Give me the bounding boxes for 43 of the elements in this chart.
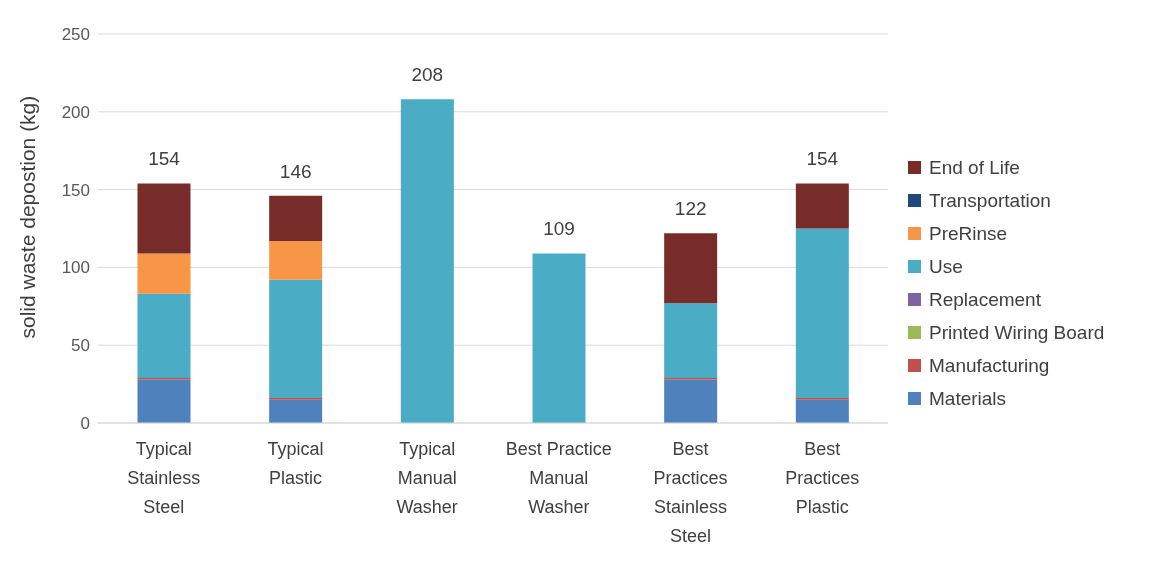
y-tick-label: 100 [61,258,90,278]
bar [137,379,191,423]
y-tick-label: 50 [71,336,90,356]
legend-label: Transportation [928,189,1052,212]
legend-label: Manufacturing [928,354,1051,377]
y-tick-label: 150 [61,180,90,200]
x-tick-label: Best Practice Manual Washer [505,439,612,517]
legend-label: Printed Wiring Board [928,321,1106,344]
legend-label: Materials [928,387,1008,410]
bar [664,379,718,423]
total-label: 154 [148,148,181,170]
total-label: 122 [674,198,707,220]
bar [795,183,849,229]
bar [795,228,849,399]
legend-label: PreRinse [928,222,1009,245]
total-label: 109 [543,218,575,240]
x-tick-label: Typical Stainless Steel [127,439,201,517]
y-tick-label: 200 [61,102,90,122]
bar [137,183,191,254]
x-tick-label: Best Practices Plastic [785,439,860,517]
x-tick-label: Best Practices Stainless Steel [653,439,728,546]
bar [532,253,586,423]
bar [664,233,718,304]
bar [269,195,323,241]
legend-label: End of Life [928,156,1021,179]
total-label: 208 [411,64,444,86]
bar [664,303,718,378]
bar [137,253,191,294]
y-tick-label: 0 [80,414,90,434]
bar [269,399,323,423]
y-tick-label: 250 [61,25,90,45]
legend-label: Use [928,255,964,278]
bar [137,293,191,378]
bar [795,399,849,423]
y-axis-title: solid waste depostion (kg) [16,95,40,339]
x-tick-label: Typical Manual Washer [396,439,458,517]
bar [400,99,454,423]
total-label: 146 [279,160,312,182]
legend-label: Replacement [928,288,1042,311]
bar [269,240,323,280]
x-tick-label: Typical Plastic [267,439,324,488]
total-label: 154 [806,148,839,170]
bar [269,279,323,399]
